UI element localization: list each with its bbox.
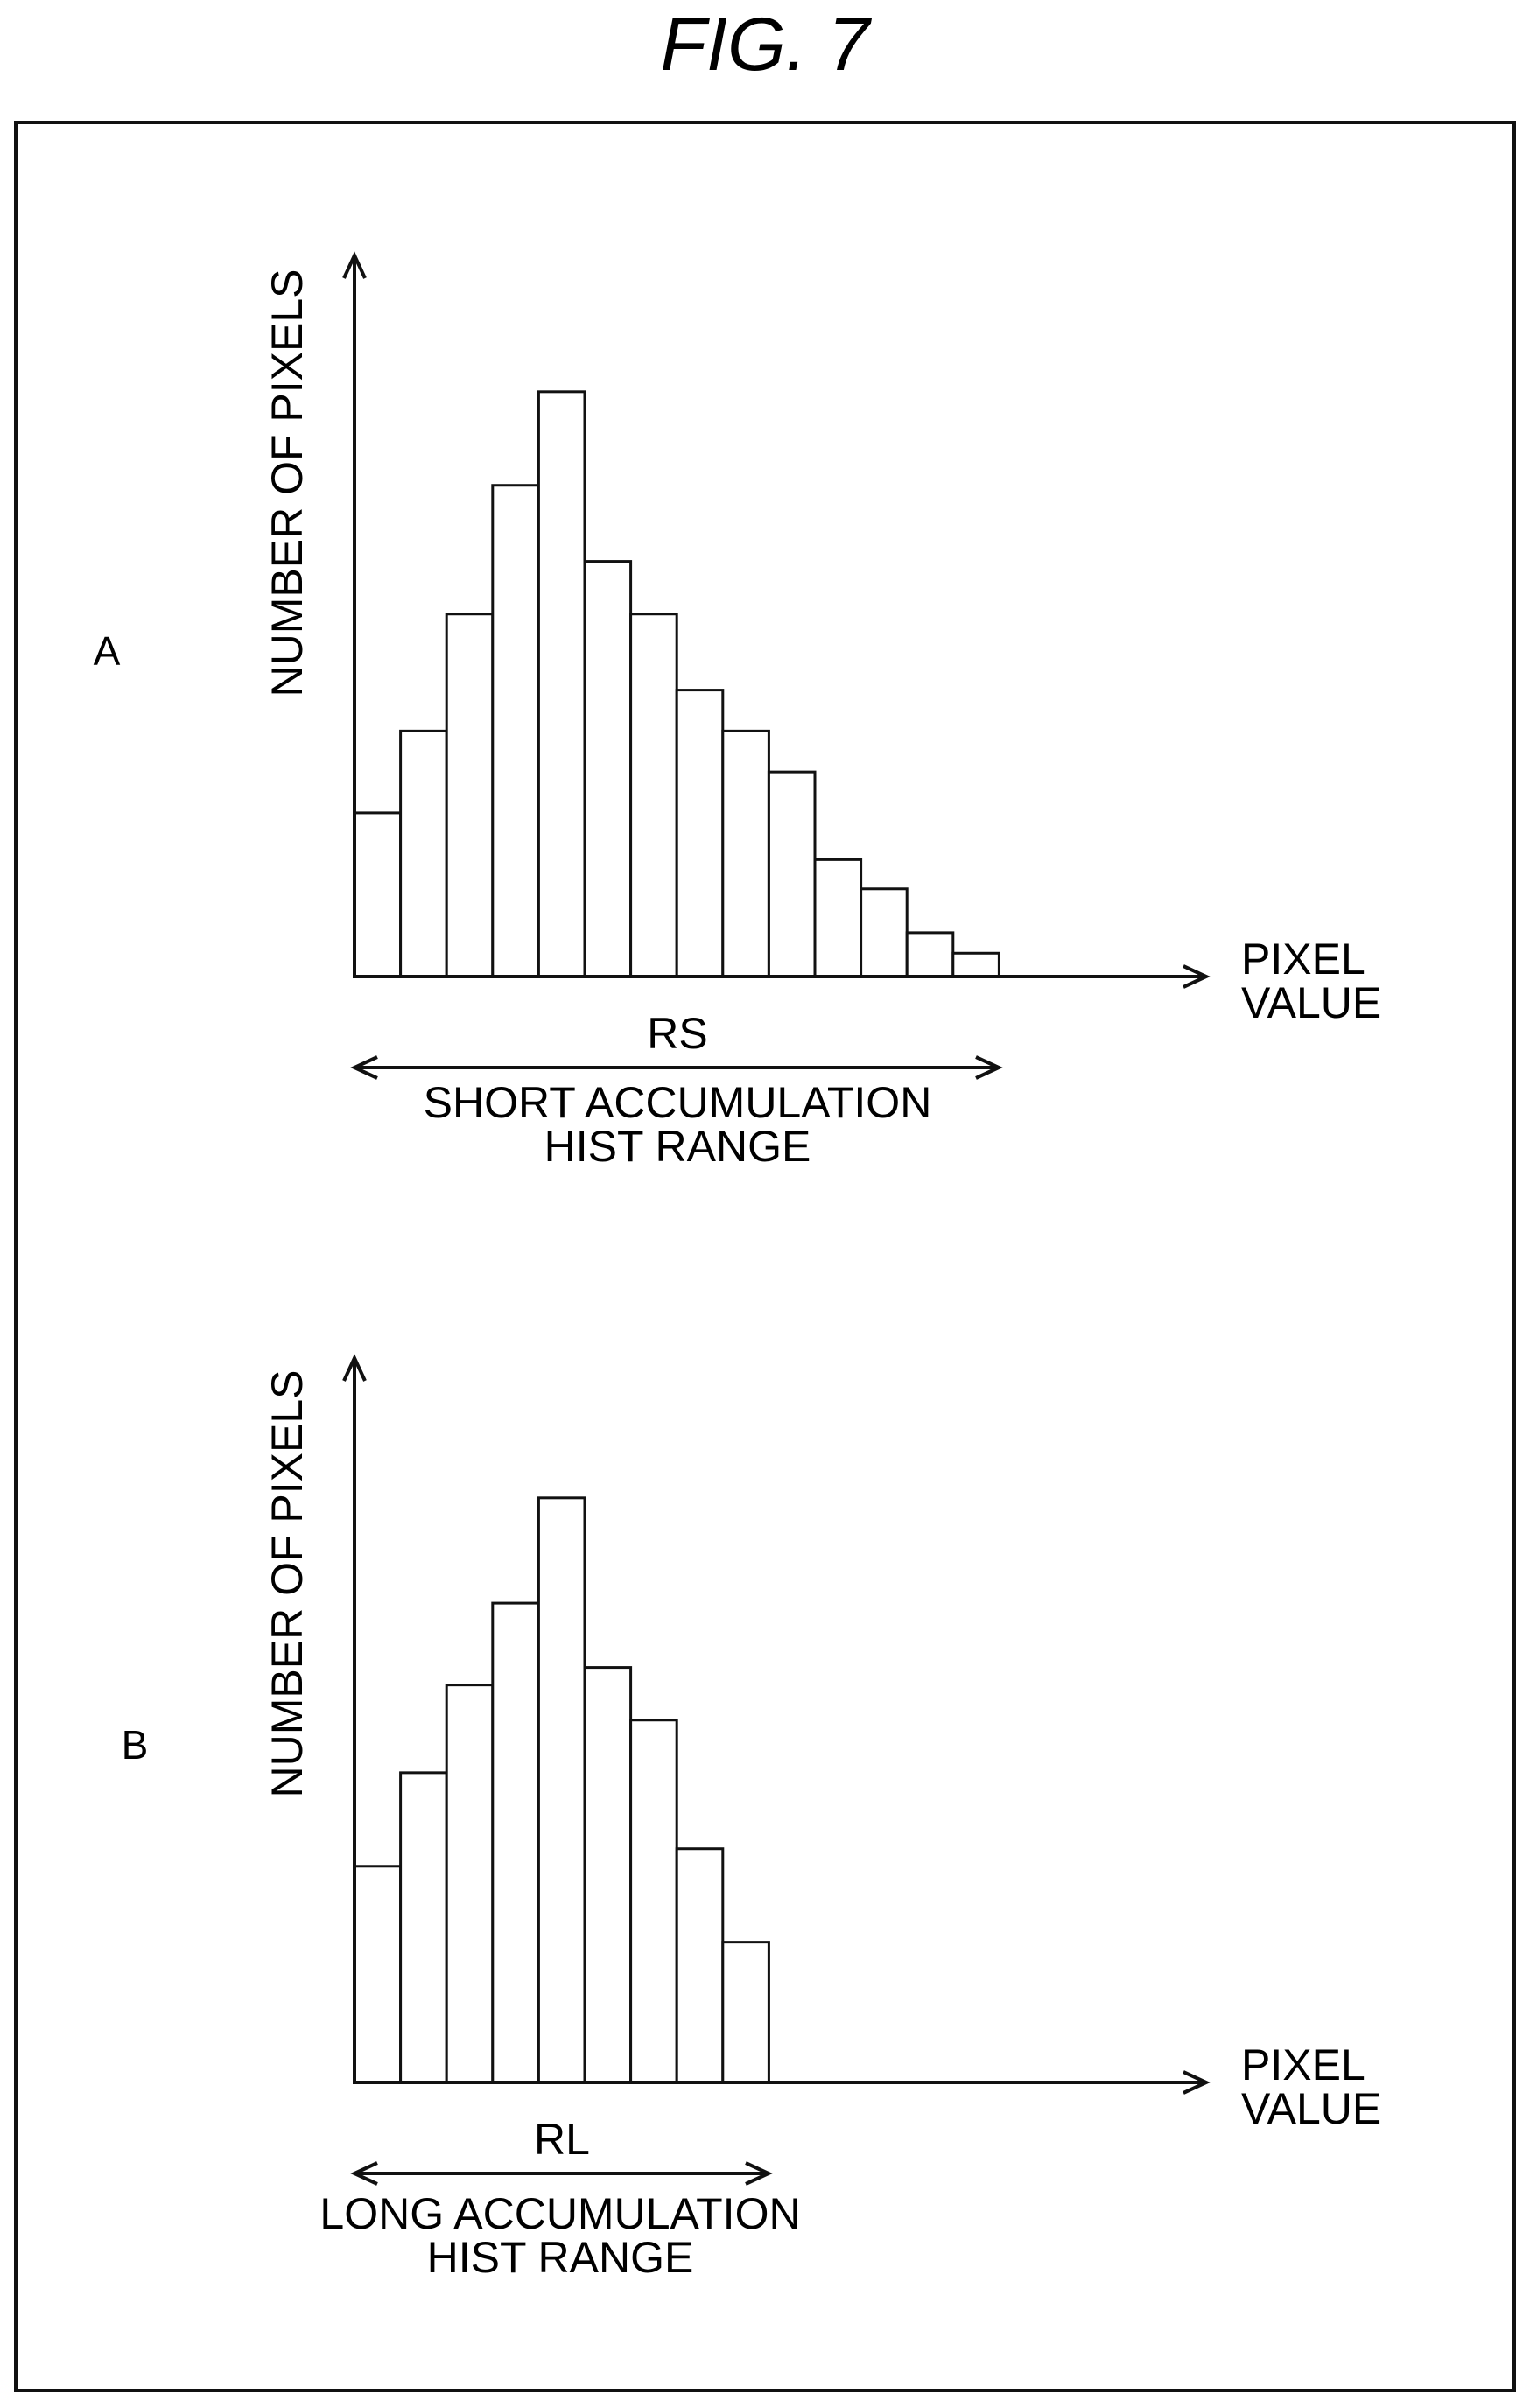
x-axis-label-b-line2: VALUE xyxy=(1241,2084,1381,2133)
histogram-bar-b-4 xyxy=(493,1603,539,2082)
panel-label-b: B xyxy=(122,1722,149,1768)
histogram-bar-b-5 xyxy=(538,1498,585,2082)
histogram-bar-a-2 xyxy=(401,731,447,976)
x-axis-label-a-line1: PIXEL xyxy=(1241,934,1365,984)
histogram-bar-b-3 xyxy=(446,1685,493,2082)
histogram-bar-a-12 xyxy=(861,889,908,976)
histogram-bar-b-6 xyxy=(585,1668,631,2082)
histogram-panel-b: B NUMBER OF PIXELS PIXEL VALUE RL LONG A… xyxy=(122,1358,1382,2282)
histogram-bar-a-5 xyxy=(538,392,585,976)
histogram-bar-b-9 xyxy=(723,1942,769,2082)
histogram-bar-a-4 xyxy=(493,486,539,976)
figure-title: FIG. 7 xyxy=(661,3,873,87)
bars-b xyxy=(354,1498,769,2082)
histogram-bar-a-1 xyxy=(354,813,401,976)
histogram-bar-a-13 xyxy=(907,933,953,976)
histogram-bar-a-7 xyxy=(631,614,677,976)
histogram-bar-a-6 xyxy=(585,562,631,976)
histogram-bar-b-8 xyxy=(677,1849,723,2082)
y-axis-label-a: NUMBER OF PIXELS xyxy=(263,270,312,697)
x-axis-label-b-line1: PIXEL xyxy=(1241,2040,1365,2090)
x-axis-label-a-line2: VALUE xyxy=(1241,978,1381,1027)
histogram-bar-a-10 xyxy=(769,772,815,976)
panel-label-a: A xyxy=(94,628,121,674)
histogram-bar-a-14 xyxy=(953,953,1000,976)
range-label-rs: RS xyxy=(647,1009,707,1058)
histogram-bar-a-3 xyxy=(446,614,493,976)
histogram-bar-a-9 xyxy=(723,731,769,976)
histogram-panel-a: A NUMBER OF PIXELS PIXEL VALUE RS SHORT … xyxy=(94,256,1382,1171)
range-caption-b-line1: LONG ACCUMULATION xyxy=(319,2189,800,2238)
histogram-bar-b-2 xyxy=(401,1773,447,2082)
range-label-rl: RL xyxy=(534,2115,590,2164)
range-caption-b-line2: HIST RANGE xyxy=(427,2233,694,2282)
range-caption-a-line1: SHORT ACCUMULATION xyxy=(424,1078,932,1127)
histogram-bar-b-7 xyxy=(631,1720,677,2082)
histogram-bar-a-8 xyxy=(677,690,723,976)
bars-a xyxy=(354,392,999,976)
histogram-bar-b-1 xyxy=(354,1866,401,2082)
histogram-bar-a-11 xyxy=(815,859,861,976)
y-axis-label-b: NUMBER OF PIXELS xyxy=(263,1370,312,1798)
range-caption-a-line2: HIST RANGE xyxy=(544,1122,811,1171)
